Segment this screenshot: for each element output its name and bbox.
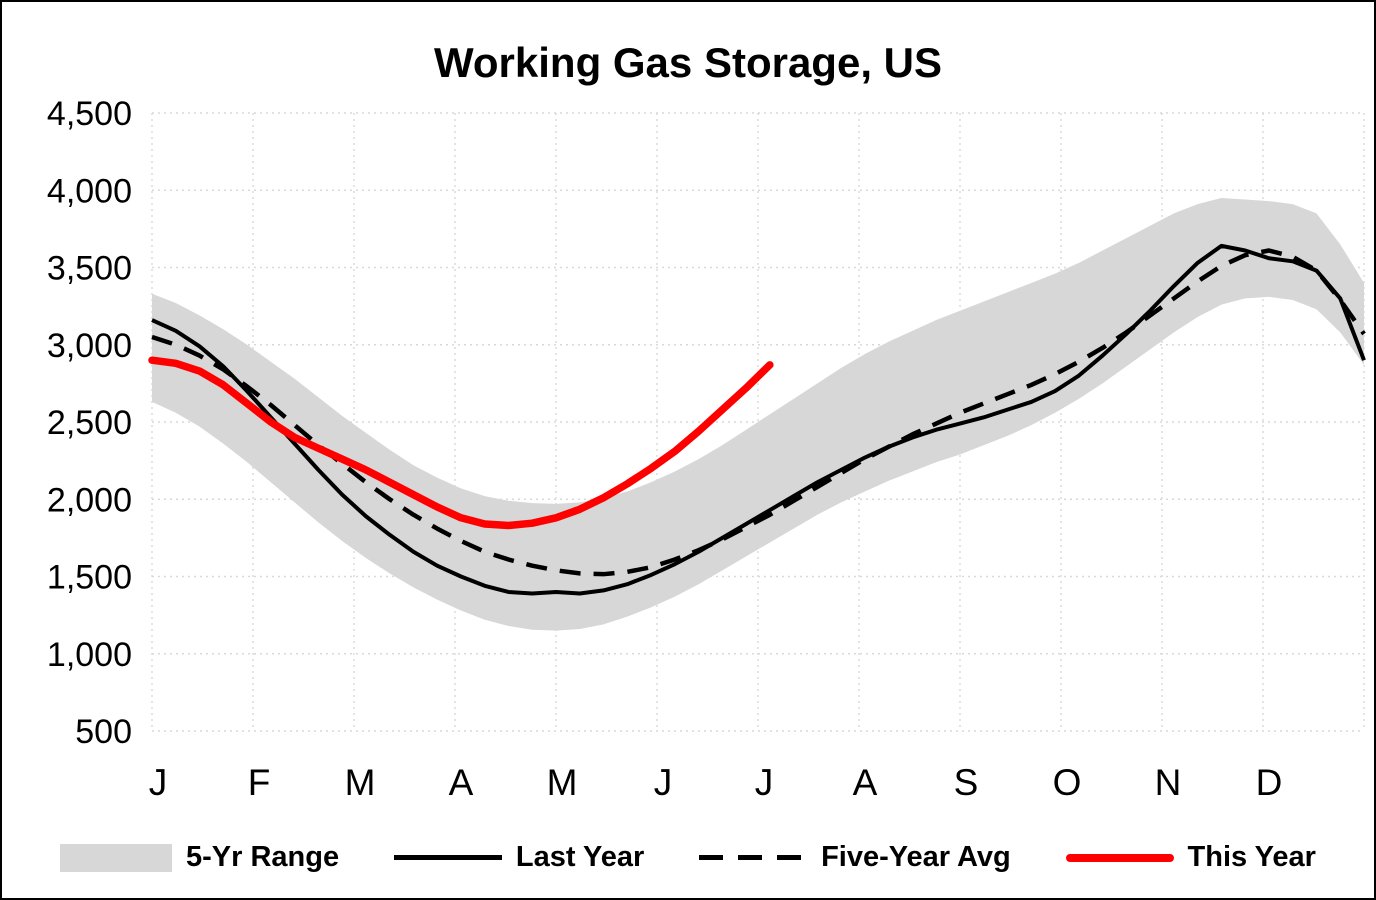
x-axis-month-label: J bbox=[654, 762, 673, 803]
x-axis-month-label: D bbox=[1256, 762, 1283, 803]
y-axis-tick-label: 4,500 bbox=[47, 98, 132, 133]
line-this-year bbox=[148, 356, 774, 530]
last-year-line-swatch bbox=[393, 855, 502, 860]
y-axis-tick-label: 2,500 bbox=[47, 404, 132, 442]
chart-title: Working Gas Storage, US bbox=[434, 39, 942, 86]
legend-label-five-year-avg: Five-Year Avg bbox=[821, 841, 1011, 873]
legend-item-last-year: Last Year bbox=[393, 841, 645, 874]
x-axis-month-label: N bbox=[1155, 762, 1182, 803]
chart-legend: 5-Yr Range Last Year Five-Year Avg This … bbox=[2, 813, 1374, 898]
line-last-year bbox=[151, 243, 1366, 596]
x-axis-month-label: O bbox=[1053, 762, 1082, 803]
y-axis-tick-label: 3,500 bbox=[47, 250, 132, 288]
legend-item-this-year: This Year bbox=[1065, 841, 1316, 874]
x-axis-month-label: A bbox=[449, 762, 474, 803]
x-axis-month-label: A bbox=[853, 762, 878, 803]
chart-canvas: 4,500 4,000 3,500 3,000 2,500 2,000 1,500 1,000… bbox=[47, 98, 1366, 803]
legend-item-five-year-avg: Five-Year Avg bbox=[699, 841, 1011, 874]
x-axis-month-label: M bbox=[547, 762, 578, 803]
y-axis-tick-label: 1,500 bbox=[47, 559, 132, 597]
band-5yr-range bbox=[152, 197, 1364, 631]
legend-label-this-year: This Year bbox=[1187, 841, 1316, 873]
x-axis-month-label: F bbox=[248, 762, 271, 803]
y-axis-tick-label: 2,000 bbox=[47, 481, 132, 519]
legend-item-5yr-range: 5-Yr Range bbox=[60, 841, 339, 874]
y-axis-tick-label: 500 bbox=[75, 713, 132, 751]
x-axis-month-label: S bbox=[954, 762, 979, 803]
line-five-year-avg bbox=[151, 248, 1366, 577]
five-year-avg-line-swatch bbox=[699, 855, 808, 860]
y-axis-tick-label: 4,000 bbox=[47, 172, 132, 210]
y-axis-tick-label: 3,000 bbox=[47, 327, 132, 365]
x-axis-month-label: J bbox=[149, 762, 168, 803]
this-year-line-swatch bbox=[1065, 853, 1174, 862]
range-band-swatch bbox=[60, 843, 172, 872]
y-axis-tick-label: 1,000 bbox=[47, 636, 132, 674]
legend-label-5yr-range: 5-Yr Range bbox=[186, 841, 340, 873]
x-axis-month-label: M bbox=[345, 762, 376, 803]
legend-label-last-year: Last Year bbox=[515, 841, 645, 873]
x-axis-month-label: J bbox=[755, 762, 774, 803]
